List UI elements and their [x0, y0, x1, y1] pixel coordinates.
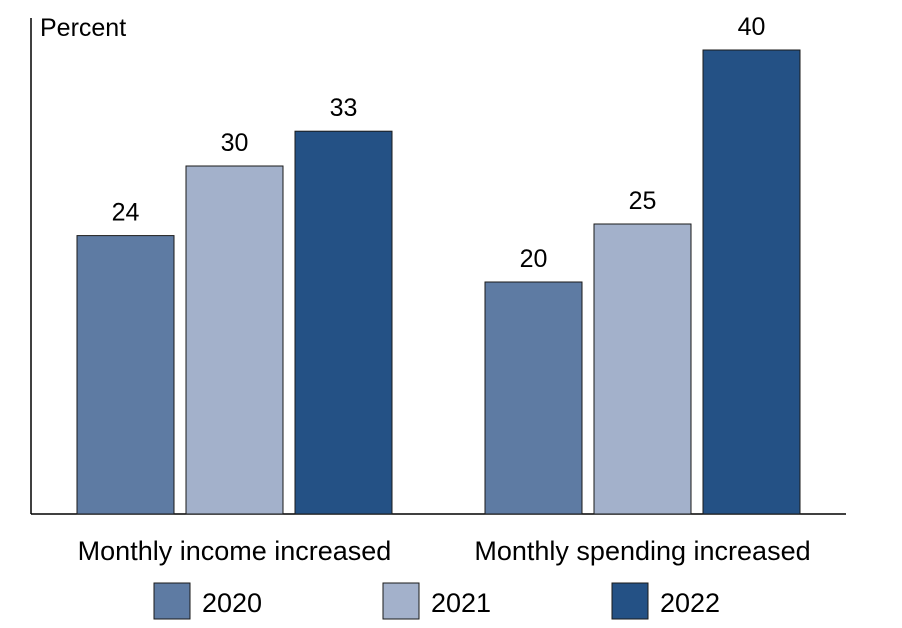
legend: 2020 2021 2022 [153, 582, 720, 620]
bars [76, 49, 801, 515]
bar-value-label: 33 [330, 94, 358, 122]
legend-label-2022: 2022 [660, 588, 720, 618]
bar-2021-spending [593, 223, 692, 515]
bar-2020-income [76, 235, 175, 515]
bar-value-label: 20 [520, 245, 548, 273]
category-labels: Monthly income increased Monthly spending… [78, 536, 811, 566]
legend-swatch-2022 [611, 582, 649, 620]
category-label: Monthly spending increased [474, 536, 810, 566]
y-axis-label: Percent [40, 14, 126, 42]
bar-value-label: 25 [629, 187, 657, 215]
bar-2022-spending [702, 49, 801, 515]
legend-label-2021: 2021 [431, 588, 491, 618]
legend-swatch-2020 [153, 582, 191, 620]
bar-2022-income [294, 130, 393, 515]
category-label: Monthly income increased [78, 536, 392, 566]
legend-label-2020: 2020 [202, 588, 262, 618]
bar-value-label: 30 [221, 129, 249, 157]
legend-swatch-2021 [382, 582, 420, 620]
bar-2020-spending [484, 281, 583, 515]
value-labels: 24 30 33 20 25 40 [112, 13, 766, 273]
bar-value-label: 40 [738, 13, 766, 41]
bar-value-label: 24 [112, 199, 140, 227]
bar-2021-income [185, 165, 284, 515]
